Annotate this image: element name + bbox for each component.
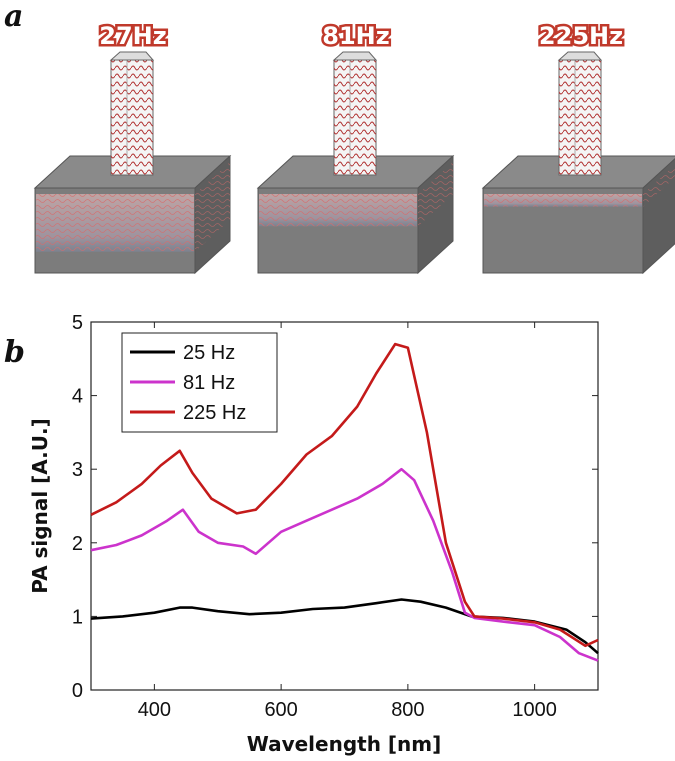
x-axis-label: Wavelength [nm] [247, 732, 442, 756]
fiber-wave-27hz [111, 60, 153, 175]
penetration-waves-81hz [259, 194, 417, 227]
penetration-side-225hz [643, 164, 675, 207]
fiber-top-81hz [332, 51, 378, 61]
y-tick-label: 2 [72, 533, 83, 555]
x-tick-label: 800 [391, 699, 424, 721]
y-tick-label: 4 [72, 386, 83, 408]
legend: 25 Hz 81 Hz 225 Hz [121, 332, 278, 433]
penetration-side-81hz [418, 162, 453, 227]
panel-a-letter: a [4, 0, 23, 34]
legend-label-81hz: 81 Hz [183, 372, 235, 394]
y-tick-label: 1 [72, 606, 83, 628]
fiber-wave-225hz [559, 60, 601, 175]
y-axis: 0 1 2 3 4 5 [72, 312, 598, 702]
penetration-waves-27hz [36, 194, 194, 252]
x-axis: 400 600 800 1000 [138, 322, 557, 721]
x-tick-label: 400 [138, 699, 171, 721]
y-tick-label: 5 [72, 312, 83, 334]
series-line-225hz [90, 342, 599, 648]
x-tick-label: 1000 [512, 699, 557, 721]
penetration-waves-225hz [484, 194, 642, 207]
fiber-top-27hz [109, 51, 155, 61]
pa-signal-chart: 0 1 2 3 4 5 400 600 800 1000 25 Hz 81 Hz 2 25 Hz … [28, 312, 599, 756]
penetration-side-27hz [195, 162, 230, 252]
tissue-block-81hz: 81Hz [256, 20, 455, 275]
frequency-label-27hz: 27Hz [99, 22, 166, 50]
y-tick-label: 0 [72, 680, 83, 702]
frequency-label-225hz: 225Hz [539, 22, 623, 50]
series-layer [90, 342, 599, 662]
panel-b-letter: b [4, 335, 25, 370]
legend-label-25hz: 25 Hz [183, 342, 235, 364]
x-tick-label: 600 [264, 699, 297, 721]
fiber-wave-81hz [334, 60, 376, 175]
tissue-block-27hz: 27Hz [33, 20, 232, 275]
y-axis-label: PA signal [A.U.] [28, 418, 52, 593]
y-tick-label: 3 [72, 459, 83, 481]
tissue-block-225hz: 225Hz [481, 20, 675, 275]
frequency-label-81hz: 81Hz [322, 22, 389, 50]
fiber-top-225hz [557, 51, 603, 61]
series-line-81hz [90, 467, 599, 662]
legend-label-225hz: 225 Hz [183, 402, 246, 424]
